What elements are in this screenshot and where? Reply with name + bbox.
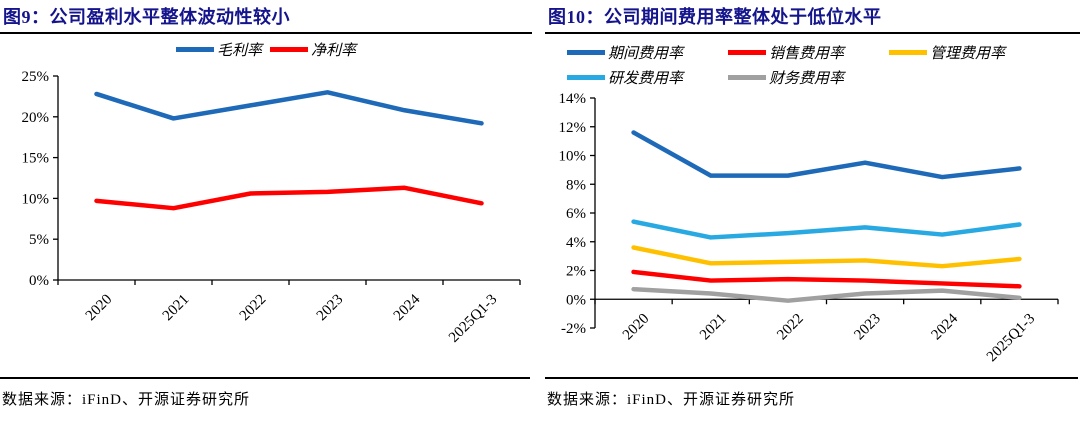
legend-item: 净利率 <box>270 39 356 60</box>
series-line-销售费用率 <box>631 269 1022 289</box>
legend-swatch <box>567 75 605 80</box>
x-tick-label: 2024 <box>391 291 424 324</box>
legend-item: 销售费用率 <box>728 42 889 63</box>
legend-swatch <box>175 46 214 52</box>
figure-9-title: 图9：公司盈利水平整体波动性较小 <box>3 7 290 27</box>
x-tick-label: 2024 <box>929 310 962 343</box>
x-tick-label: 2025Q1-3 <box>984 311 1038 365</box>
x-tick-label: 2023 <box>314 292 347 325</box>
series-line-毛利率 <box>94 90 484 126</box>
figure-10-line-chart: -2% 0% 2% 4% 6% 8% 10% 12% 14% 2020 2021 2022 2023 20… <box>559 91 1059 365</box>
figure-9-line-chart: 0% 5% 10% 15% 20% 25% 2020 2021 2022 2023 2024 2025… <box>22 69 521 346</box>
x-tick-label: 2023 <box>851 311 884 344</box>
series-line-研发费用率 <box>631 219 1022 240</box>
legend-item: 财务费用率 <box>728 67 889 88</box>
figure-9-source-note: 数据来源：iFinD、开源证券研究所 <box>0 377 530 409</box>
y-tick-label: 10% <box>22 191 50 207</box>
figure-9-panel: 图9：公司盈利水平整体波动性较小 毛利率 净利率 0% 5% 10% 15% 20% 25%… <box>0 0 532 424</box>
x-tick-label: 2020 <box>620 311 653 344</box>
series-line-财务费用率 <box>631 286 1022 303</box>
x-tick-label: 2021 <box>160 292 193 325</box>
y-tick-label: 6% <box>566 206 586 222</box>
series-line-管理费用率 <box>631 245 1022 269</box>
series-line-净利率 <box>94 185 484 211</box>
x-tick-label: 2020 <box>83 292 116 325</box>
y-tick-label: 25% <box>22 69 50 85</box>
legend-label: 销售费用率 <box>769 46 845 62</box>
legend-swatch <box>567 50 605 55</box>
legend-item: 期间费用率 <box>567 42 728 63</box>
x-tick-label: 2021 <box>697 311 730 344</box>
y-tick-label: 4% <box>566 235 586 251</box>
y-tick-label: 8% <box>566 177 586 193</box>
source-text: 数据来源：iFinD、开源证券研究所 <box>547 392 796 408</box>
figure-9-legend: 毛利率 净利率 <box>0 34 532 64</box>
figure-10-legend: 期间费用率 销售费用率 管理费用率研发费用率 财务费用率 <box>545 34 1080 90</box>
source-text: 数据来源：iFinD、开源证券研究所 <box>2 392 251 408</box>
y-tick-label: 5% <box>29 232 49 248</box>
legend-label: 毛利率 <box>216 42 262 59</box>
y-tick-label: 12% <box>559 120 587 136</box>
y-tick-label: 14% <box>559 91 587 107</box>
x-tick-label: 2022 <box>237 292 270 325</box>
y-tick-label: -2% <box>561 321 586 337</box>
figure-10-panel: 图10：公司期间费用率整体处于低位水平 期间费用率 销售费用率 管理费用率研发费用率… <box>545 0 1080 424</box>
legend-swatch <box>889 50 927 55</box>
legend-item: 研发费用率 <box>567 67 728 88</box>
figure-9-header: 图9：公司盈利水平整体波动性较小 <box>0 0 532 34</box>
legend-label: 管理费用率 <box>930 46 1006 62</box>
legend-label: 净利率 <box>311 42 357 59</box>
legend-item: 管理费用率 <box>889 42 1080 63</box>
x-tick-label: 2025Q1-3 <box>446 292 500 346</box>
y-tick-label: 0% <box>566 292 586 308</box>
y-tick-label: 2% <box>566 264 586 280</box>
legend-swatch <box>728 75 766 80</box>
legend-label: 研发费用率 <box>608 71 684 87</box>
y-tick-label: 10% <box>559 149 587 165</box>
figure-10-header: 图10：公司期间费用率整体处于低位水平 <box>545 0 1080 34</box>
legend-label: 财务费用率 <box>769 71 845 87</box>
figure-10-title: 图10：公司期间费用率整体处于低位水平 <box>548 7 882 27</box>
figure-10-source-note: 数据来源：iFinD、开源证券研究所 <box>545 377 1078 409</box>
legend-item: 毛利率 <box>175 39 262 60</box>
y-tick-label: 0% <box>29 273 49 289</box>
y-tick-label: 15% <box>22 151 50 167</box>
series-line-期间费用率 <box>631 130 1022 180</box>
legend-swatch <box>270 46 308 52</box>
legend-label: 期间费用率 <box>608 46 684 62</box>
y-tick-label: 20% <box>22 110 50 126</box>
x-tick-label: 2022 <box>774 311 807 344</box>
legend-swatch <box>728 50 766 55</box>
